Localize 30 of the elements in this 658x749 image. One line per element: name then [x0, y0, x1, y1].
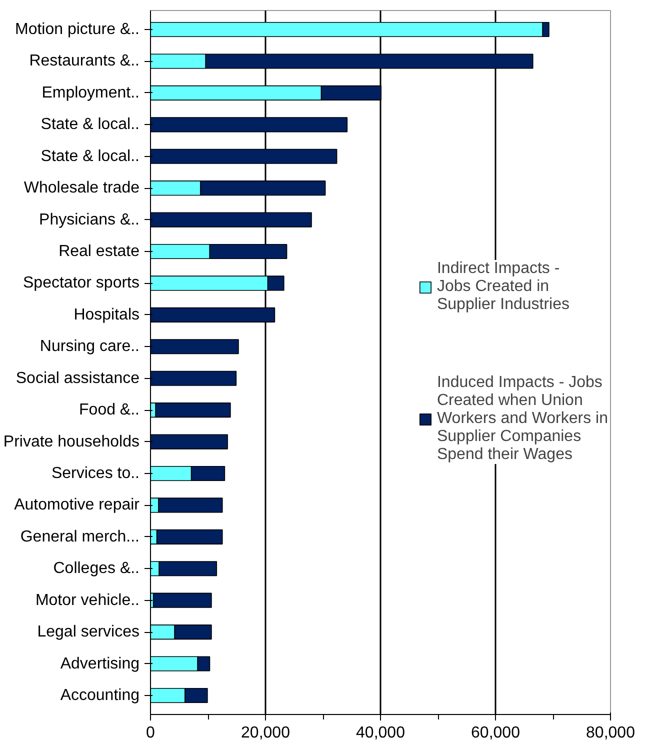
y-tick-label: Motion picture &..: [15, 21, 140, 38]
y-tick-label: Employment..: [42, 84, 140, 102]
y-tick-label: Restaurants &..: [29, 52, 140, 70]
y-tick-label: Physicians &..: [39, 211, 140, 228]
y-tick-label: Colleges &..: [53, 560, 140, 578]
y-tick-label: State & local..: [40, 148, 140, 165]
x-tick-label: 20,000: [241, 724, 290, 742]
y-tick-label: Automotive repair: [14, 496, 140, 514]
y-tick-label: Services to..: [51, 464, 140, 482]
y-tick-label: Accounting: [60, 686, 140, 704]
y-tick-label: Spectator sports: [23, 274, 140, 292]
y-tick-label: Motor vehicle..: [35, 592, 140, 609]
x-tick-label: 60,000: [471, 724, 520, 742]
y-tick-label: State & local..: [40, 116, 140, 134]
y-tick-label: Legal services: [37, 624, 140, 641]
bar: [155, 402, 231, 418]
y-tick-label: General merch...: [20, 528, 140, 546]
x-tick-label: 0: [146, 724, 156, 742]
y-tick-label: Advertising: [60, 655, 140, 672]
y-tick-label: Nursing care..: [40, 338, 140, 356]
legend-label: Induced Impacts - Jobs Created when Union Workers and Workers in Supplier Companies Spend their Wages: [436, 374, 608, 464]
y-tick-label: Private households: [3, 433, 140, 450]
y-tick-label: Wholesale trade: [24, 180, 140, 197]
legend-label: Indirect Impacts - Jobs Created in Supplier Industries: [436, 260, 570, 314]
y-tick-label: Food &..: [79, 402, 140, 419]
y-tick-label: Hospitals: [74, 306, 140, 324]
x-tick-label: 80,000: [586, 724, 636, 742]
y-tick-label: Social assistance: [16, 370, 140, 387]
x-tick-label: 40,000: [356, 724, 406, 742]
y-tick-label: Real estate: [58, 243, 140, 260]
